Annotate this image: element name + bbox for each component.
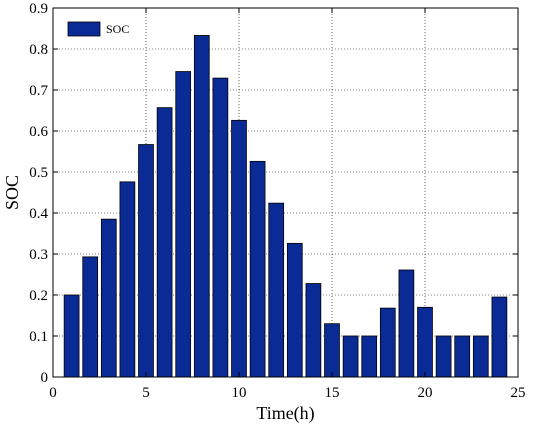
y-tick-label: 0.5: [29, 165, 48, 181]
bar: [398, 269, 415, 378]
legend-label: SOC: [106, 22, 129, 36]
bar: [63, 294, 80, 378]
y-tick-label: 0.3: [29, 247, 48, 263]
y-tick-label: 0.9: [29, 1, 48, 17]
bar: [249, 160, 266, 378]
bar: [100, 218, 117, 378]
bar: [138, 144, 154, 378]
bar: [379, 307, 396, 378]
bar: [324, 323, 340, 378]
x-tick-label: 20: [418, 385, 433, 401]
x-tick-label: 0: [49, 385, 57, 401]
bar: [435, 335, 452, 378]
y-tick-label: 0.2: [29, 288, 48, 304]
bar: [342, 335, 359, 378]
bar: [417, 306, 433, 378]
x-tick-label: 5: [142, 385, 150, 401]
bar: [472, 335, 489, 378]
bar: [231, 119, 247, 378]
x-tick-label: 10: [232, 385, 247, 401]
ticks: 0 5 10 15 20 25 0 0.1 0.2 0.3 0.4 0.5 0.6 0.7 0.8 0.9: [29, 1, 525, 401]
bar: [156, 107, 173, 378]
bar: [361, 335, 378, 378]
y-tick-label: 0.1: [29, 329, 48, 345]
bar: [82, 256, 99, 378]
bar: [268, 202, 285, 378]
y-tick-label: 0.6: [29, 124, 48, 140]
bar: [119, 181, 136, 378]
y-tick-label: 0.8: [29, 42, 48, 58]
plot-frame: [52, 7, 519, 378]
bar: [491, 296, 508, 378]
bar: [212, 77, 229, 378]
x-tick-label: 25: [511, 385, 526, 401]
y-tick-label: 0.7: [29, 83, 48, 99]
bar: [193, 35, 210, 378]
y-axis-label: SOC: [2, 175, 22, 210]
bar: [286, 242, 303, 378]
bar: [305, 283, 322, 378]
x-axis-label: Time(h): [256, 403, 314, 424]
y-tick-label: 0: [41, 370, 49, 386]
bars: [63, 35, 508, 378]
bar: [454, 335, 471, 378]
x-tick-label: 15: [325, 385, 340, 401]
legend: SOC: [61, 15, 141, 43]
bar: [175, 71, 192, 378]
y-tick-label: 0.4: [29, 206, 48, 222]
legend-swatch: [67, 21, 101, 37]
